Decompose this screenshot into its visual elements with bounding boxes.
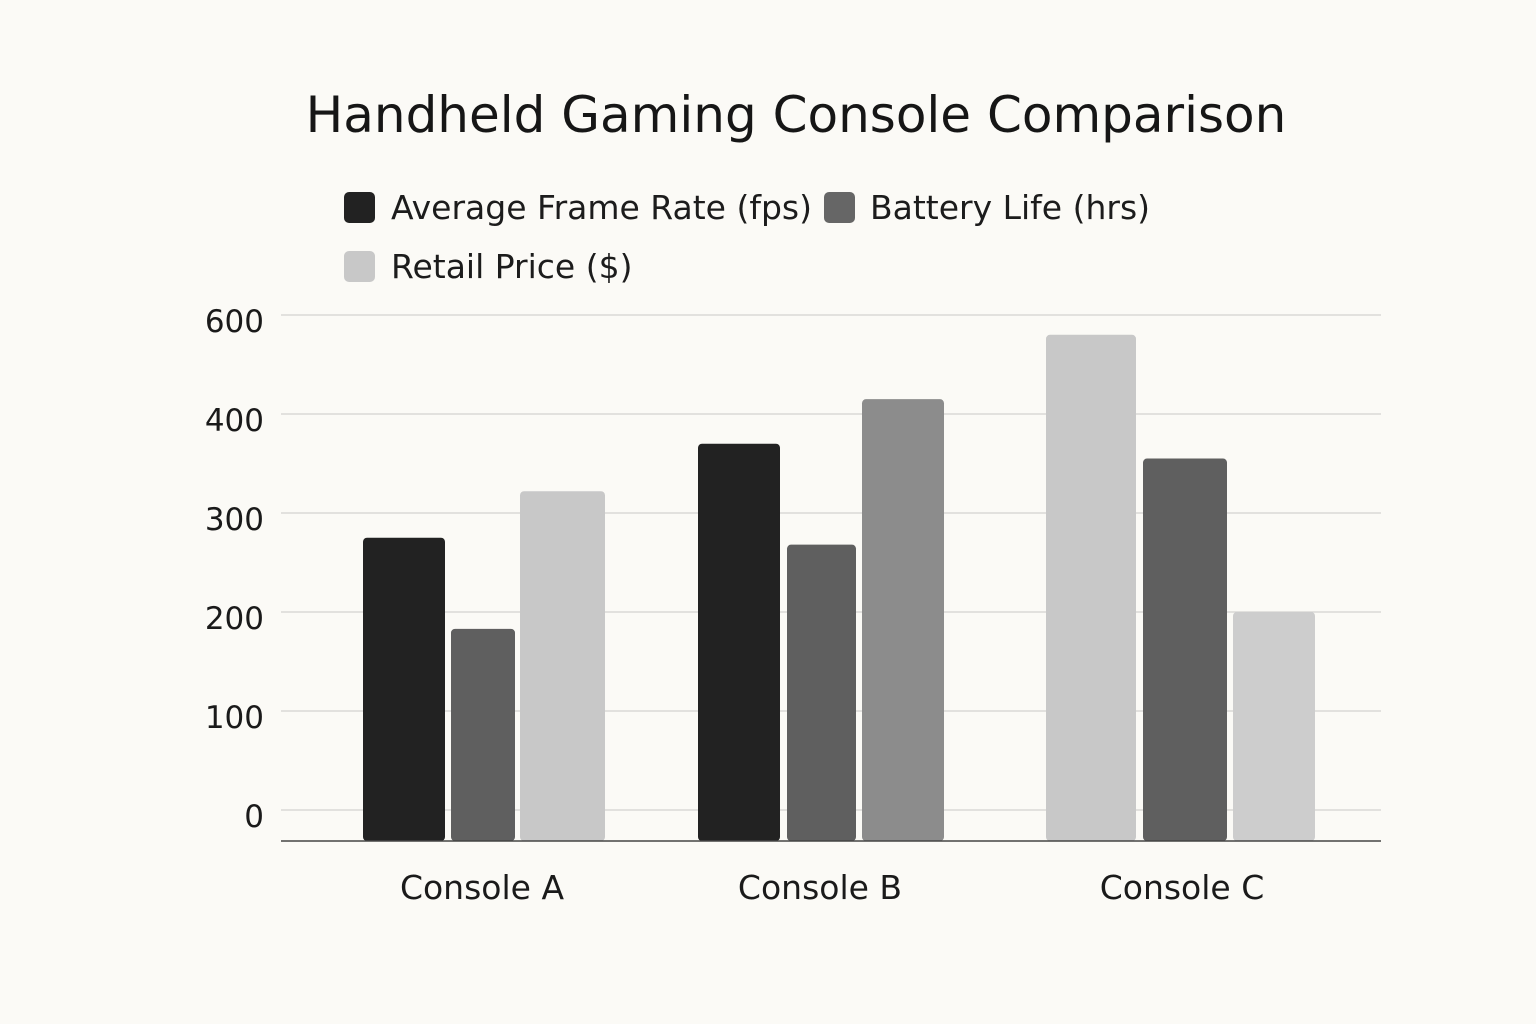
- bar-console-b-1: [698, 443, 780, 841]
- chart-title: Handheld Gaming Console Comparison: [306, 86, 1287, 144]
- bar-console-b-2: [787, 544, 856, 841]
- y-tick-label: 400: [205, 403, 264, 439]
- x-category-label: Console C: [1100, 868, 1265, 907]
- bar-console-a-2: [451, 628, 515, 841]
- legend-swatch-retail-price: [344, 251, 375, 282]
- bar-console-c-1: [1046, 334, 1136, 841]
- y-tick-label: 0: [244, 799, 264, 835]
- legend-swatch-battery-life: [824, 192, 855, 223]
- y-tick-label: 200: [205, 601, 264, 637]
- legend-swatch-average-frame-rate: [344, 192, 375, 223]
- x-category-label: Console B: [738, 868, 902, 907]
- x-category-label: Console A: [400, 868, 564, 907]
- legend: Average Frame Rate (fps) Battery Life (h…: [344, 188, 1150, 286]
- y-tick-label: 600: [205, 304, 264, 340]
- y-axis-ticks: 0 100 200 300 400 600: [205, 304, 264, 835]
- y-tick-label: 100: [205, 700, 264, 736]
- bar-console-a-1: [363, 537, 445, 841]
- bar-console-c-3: [1233, 612, 1315, 841]
- bar-console-c-2: [1143, 458, 1227, 841]
- bar-console-b-3: [862, 399, 944, 841]
- bar-console-a-3: [520, 491, 605, 841]
- legend-label-average-frame-rate: Average Frame Rate (fps): [391, 188, 812, 227]
- legend-label-battery-life: Battery Life (hrs): [870, 188, 1150, 227]
- bars: [363, 334, 1315, 841]
- legend-label-retail-price: Retail Price ($): [391, 247, 632, 286]
- x-axis-categories: Console A Console B Console C: [400, 868, 1264, 907]
- y-tick-label: 300: [205, 502, 264, 538]
